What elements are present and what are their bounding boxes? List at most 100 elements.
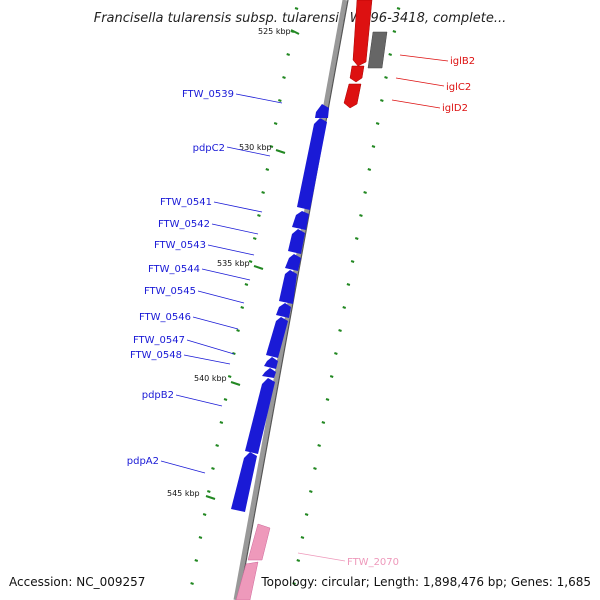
tick-dot — [334, 352, 338, 355]
tick-dot — [269, 145, 274, 148]
tick-dot — [211, 467, 215, 470]
tick-dot — [313, 467, 317, 470]
tick-dot — [202, 513, 207, 516]
gene-label-ftw-0547[interactable]: FTW_0547 — [133, 335, 185, 346]
tick-dot — [278, 99, 282, 102]
gene-arrow-iglc2[interactable] — [349, 65, 365, 83]
gene-label-ftw-0543[interactable]: FTW_0543 — [154, 240, 206, 251]
tick-dot — [294, 7, 299, 10]
tick-dot — [215, 444, 219, 447]
reverse-strand-genes — [231, 104, 329, 512]
tick-dot — [380, 99, 384, 102]
tick-dot — [252, 237, 257, 240]
gene-arrow-ftw-0542[interactable] — [288, 229, 305, 254]
scale-label: 540 kbp — [194, 374, 227, 383]
tick-dot — [286, 53, 291, 56]
scale-label: 535 kbp — [217, 259, 250, 268]
gene-label-ftw-0546[interactable]: FTW_0546 — [139, 312, 191, 323]
tick-dot — [292, 582, 296, 585]
gene-label-ftw-0539[interactable]: FTW_0539 — [182, 89, 234, 100]
gene-label-ftw-0548[interactable]: FTW_0548 — [130, 350, 182, 361]
tick-dot — [236, 329, 240, 332]
tick-dot — [354, 237, 359, 240]
map-title: Francisella tularensis subsp. tularensis… — [94, 11, 507, 26]
tick-dot — [227, 375, 232, 378]
tick-dot — [317, 444, 321, 447]
tick-dot — [248, 260, 253, 263]
tick-dot — [329, 375, 334, 378]
tick-dot — [261, 191, 265, 194]
forward-strand-genes — [235, 0, 388, 600]
tick-dot — [367, 168, 372, 171]
gene-arrow-gray[interactable] — [367, 31, 388, 69]
tick-dot — [296, 559, 301, 562]
topology-label: Topology: circular; Length: 1,898,476 bp… — [260, 575, 591, 589]
tick-dot — [198, 536, 203, 539]
gene-arrow-ftw-0541[interactable] — [292, 211, 309, 230]
gene-arrow-ftw-0548[interactable] — [262, 368, 276, 378]
tick-dot — [273, 122, 278, 125]
scale-label: 530 kbp — [239, 143, 272, 152]
tick-dot — [257, 214, 261, 217]
gene-label-pdpa2[interactable]: pdpA2 — [127, 456, 159, 467]
gene-label-ftw-0541[interactable]: FTW_0541 — [160, 197, 212, 208]
gene-arrow-ftw-0545[interactable] — [276, 303, 291, 318]
tick-dot — [346, 283, 351, 286]
tick-dot — [265, 168, 270, 171]
tick-dot — [240, 306, 245, 309]
gene-arrow-iglb2-region[interactable] — [352, 0, 373, 67]
tick-dot — [396, 7, 401, 10]
reverse-gene-labels: FTW_0539 pdpC2 FTW_0541 FTW_0542 FTW_054… — [127, 89, 283, 474]
forward-gene-labels: iglB2 iglC2 iglD2 FTW_2070 — [297, 54, 475, 568]
scale-label: 545 kbp — [167, 489, 200, 498]
gene-arrow-ftw-0544[interactable] — [279, 270, 297, 304]
tick-dot — [244, 283, 249, 286]
tick-dot — [350, 260, 355, 263]
tick-dot — [223, 398, 228, 401]
gene-arrow-ftw-0539[interactable] — [315, 104, 329, 118]
gene-arrow-pdpc2[interactable] — [297, 118, 327, 210]
scale-labels: 525 kbp 530 kbp 535 kbp 540 kbp 545 kbp — [167, 27, 300, 500]
tick-dot — [371, 145, 376, 148]
tick-dot — [375, 122, 380, 125]
tick-dot — [392, 30, 397, 33]
gene-label-iglb2[interactable]: iglB2 — [450, 56, 475, 67]
tick-dot — [219, 421, 224, 424]
tick-dot — [308, 490, 313, 493]
gene-arrow-ftw-0546[interactable] — [266, 317, 288, 358]
gene-label-igld2[interactable]: iglD2 — [442, 103, 468, 114]
gene-arrow-ftw-2070[interactable] — [247, 523, 271, 561]
tick-dot — [194, 559, 199, 562]
gene-label-iglc2[interactable]: iglC2 — [446, 82, 471, 93]
tick-dot — [363, 191, 367, 194]
gene-arrow-igld2[interactable] — [343, 83, 362, 109]
tick-dot — [282, 76, 286, 79]
tick-dot — [321, 421, 326, 424]
gene-label-ftw-0545[interactable]: FTW_0545 — [144, 286, 196, 297]
tick-dot — [388, 53, 393, 56]
gene-arrow-ftw-2070-b[interactable] — [235, 561, 259, 600]
tick-marks — [190, 7, 401, 585]
tick-dot — [190, 582, 194, 585]
scale-label: 525 kbp — [258, 27, 291, 36]
gene-arrow-pdpb2[interactable] — [245, 378, 275, 454]
tick-dot — [342, 306, 347, 309]
tick-dot — [232, 352, 236, 355]
gene-label-ftw-0542[interactable]: FTW_0542 — [158, 219, 210, 230]
tick-dot — [300, 536, 305, 539]
gene-label-ftw-2070[interactable]: FTW_2070 — [347, 557, 399, 568]
tick-dot — [206, 490, 211, 493]
accession-label: Accession: NC_009257 — [9, 575, 145, 589]
gene-label-pdpc2[interactable]: pdpC2 — [193, 143, 225, 154]
gene-arrow-pdpa2[interactable] — [231, 452, 257, 512]
tick-dot — [325, 398, 330, 401]
tick-dot — [338, 329, 342, 332]
gene-arrow-ftw-0547[interactable] — [264, 357, 278, 369]
gene-arrow-ftw-0543[interactable] — [285, 254, 301, 271]
tick-dot — [384, 76, 388, 79]
tick-dot — [304, 513, 309, 516]
gene-label-ftw-0544[interactable]: FTW_0544 — [148, 264, 200, 275]
gene-label-pdpb2[interactable]: pdpB2 — [142, 390, 174, 401]
tick-dot — [359, 214, 363, 217]
